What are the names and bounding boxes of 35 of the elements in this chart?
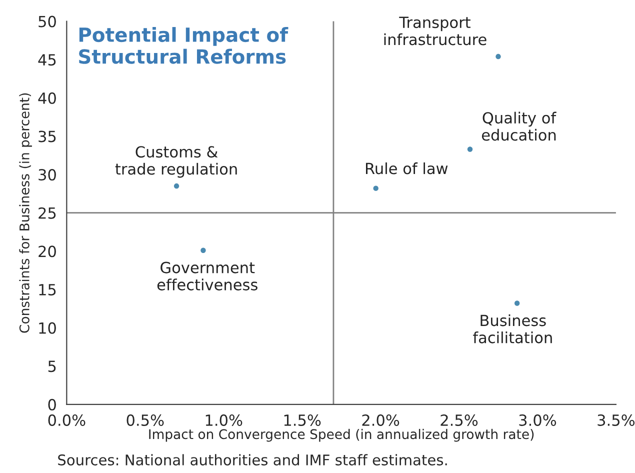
annotation: Rule of law [366,162,448,174]
x-tick-label: 0.5% [126,414,164,426]
point [174,183,180,189]
x-tick-label: 1.5% [284,414,321,426]
x-tick-label: 2.5% [440,414,478,426]
point [373,186,378,191]
y-tick-label: 35 [38,130,56,142]
x-tick-label: 1.0% [206,414,242,426]
annotation: Customs & trade regulation [115,146,237,178]
y-tick-label: 40 [38,92,56,104]
annotation: Business facilitation [473,314,552,344]
point [496,54,501,60]
annotation: Quality of education [482,112,556,141]
source-note: Sources: National authorities and IMF staff estimates. [58,454,447,466]
point [514,300,520,306]
text: Potential Impact of Structural Reforms [79,27,288,64]
x-tick-label: 2.0% [362,414,400,426]
y-tick-label: 15 [39,284,56,296]
x-tick-label: 0.0% [48,414,86,426]
annotation: Government effectiveness [157,262,258,290]
y-axis-title: Constraints for Business (in percent) [19,93,32,333]
x-axis-title: Impact on Convergence Speed (in annualized growth rate) [149,428,534,442]
y-tick-label: 25 [38,207,56,219]
y-tick-label: 30 [38,169,56,181]
y-tick-label: 10 [39,322,56,334]
y-tick-label: 20 [38,246,56,258]
y-tick-label: 45 [38,54,56,66]
point [467,146,473,152]
annotation: Transport infrastructure [384,16,486,46]
x-tick-label: 3.0% [519,414,556,426]
y-tick-label: 5 [48,360,56,372]
y-tick-label: 50 [38,16,56,28]
y-tick-label: 0 [48,398,56,410]
point [200,248,206,253]
x-tick-label: 3.5% [598,414,635,426]
